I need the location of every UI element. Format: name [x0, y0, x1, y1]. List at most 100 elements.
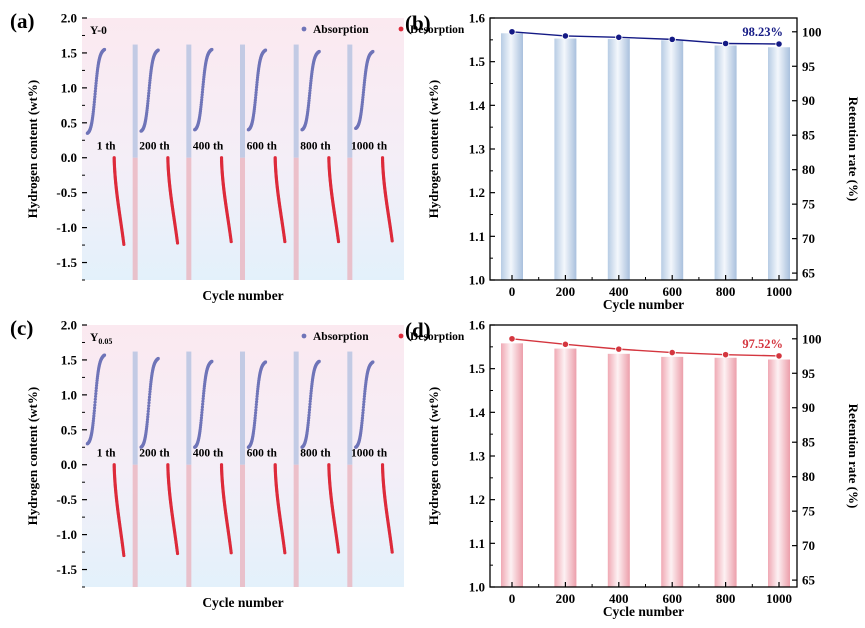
cycle-divider-upper — [240, 351, 245, 465]
absorption-point — [255, 389, 260, 393]
y2-axis-title: Retention rate (%) — [846, 97, 861, 202]
absorption-point — [201, 85, 205, 89]
absorption-point — [363, 392, 367, 396]
absorption-point — [255, 80, 259, 84]
panel-label: (a) — [10, 9, 35, 33]
y-axis-title: Hydrogen content (wt%) — [25, 387, 40, 525]
x-tick-label: 600 — [662, 591, 682, 606]
cycle-divider-lower — [186, 157, 192, 280]
bar — [501, 343, 523, 587]
x-tick-label: 1000 — [766, 284, 792, 299]
y-tick-label: 1.5 — [61, 352, 78, 367]
retention-annotation: 98.23% — [742, 25, 783, 39]
y-tick-label: 1.0 — [61, 387, 77, 402]
absorption-point — [145, 104, 150, 108]
absorption-point — [253, 413, 257, 418]
panel-label: (d) — [405, 318, 431, 342]
y-tick-label: 1.6 — [469, 11, 486, 26]
desorption-point — [175, 551, 180, 556]
absorption-point — [146, 101, 150, 106]
desorption-point — [390, 550, 394, 554]
absorption-point — [145, 417, 150, 422]
desorption-point — [229, 239, 233, 244]
y-tick-label: 1.5 — [469, 54, 486, 69]
panel-label: (b) — [405, 11, 431, 35]
absorption-point — [307, 99, 311, 103]
y-tick-label: 1.2 — [469, 185, 485, 200]
absorption-point — [92, 97, 97, 101]
panel-d: (d) 1.0 1.1 1.2 1.3 1.4 1.5 1.6 65 70 75 80 85 90 95 10… — [405, 318, 861, 620]
absorption-point — [308, 402, 312, 406]
absorption-point — [201, 402, 205, 406]
absorption-point — [92, 105, 96, 109]
plot-frame — [489, 17, 798, 281]
absorption-point — [253, 416, 257, 420]
cycle-label: 1000 th — [351, 140, 388, 152]
absorption-point — [254, 93, 258, 97]
absorption-point — [254, 85, 259, 89]
absorption-point — [308, 397, 313, 401]
sample-label-subscript: 0.05 — [98, 337, 112, 346]
x-axis-title: Cycle number — [603, 604, 684, 619]
y2-tick-label: 85 — [802, 128, 816, 143]
cycle-divider-lower — [240, 464, 245, 587]
y2-axis-title: Retention rate (%) — [846, 404, 861, 509]
y-tick-label: -1.0 — [56, 220, 77, 235]
absorption-point — [200, 93, 204, 97]
y-tick-label: -1.0 — [56, 527, 77, 542]
cycle-divider-upper — [347, 351, 353, 465]
absorption-point — [92, 409, 96, 413]
retention-point — [561, 32, 570, 40]
x-tick-label: 800 — [716, 284, 736, 299]
absorption-point — [201, 397, 205, 401]
y2-tick-label: 90 — [802, 400, 815, 415]
absorption-point — [148, 392, 152, 396]
absorption-point — [145, 420, 149, 424]
y-tick-label: 1.2 — [469, 492, 485, 507]
absorption-point — [307, 410, 311, 415]
retention-point — [721, 351, 730, 359]
absorption-point — [362, 400, 366, 404]
absorption-point — [363, 389, 367, 393]
absorption-point — [94, 391, 98, 396]
legend-marker-desorption — [398, 333, 404, 339]
bar — [607, 353, 630, 587]
y-tick-label: 1.3 — [469, 449, 486, 464]
absorption-point — [360, 416, 365, 420]
absorption-point — [306, 103, 311, 107]
legend-label-absorption: Absorption — [313, 331, 369, 343]
y-tick-label: 2.0 — [61, 318, 77, 333]
absorption-point — [201, 394, 206, 398]
cycle-label: 400 th — [193, 447, 224, 459]
bar — [554, 38, 577, 281]
absorption-point — [91, 416, 96, 421]
absorption-point — [93, 397, 97, 401]
absorption-point — [253, 100, 257, 105]
y2-tick-label: 65 — [802, 573, 816, 588]
x-tick-label: 1000 — [766, 591, 792, 606]
cycle-divider-lower — [132, 464, 138, 587]
retention-point — [721, 39, 730, 48]
absorption-point — [147, 404, 151, 408]
y2-tick-label: 100 — [802, 24, 822, 39]
y2-tick-label: 80 — [802, 469, 815, 484]
absorption-point — [210, 47, 214, 52]
absorption-point — [306, 423, 310, 427]
retention-point — [668, 348, 676, 357]
absorption-point — [362, 85, 366, 89]
x-tick-label: 200 — [556, 591, 576, 606]
absorption-point — [201, 399, 205, 403]
panel-a: (a) Hydrogen content (wt%) 2.0 1.5 1.0 0.5 0.0… — [10, 9, 465, 303]
x-axis-title: Cycle number — [202, 595, 283, 610]
absorption-point — [254, 402, 258, 407]
absorption-point — [156, 356, 160, 361]
absorption-point — [147, 91, 151, 95]
cycle-label: 1000 th — [351, 447, 388, 459]
absorption-point — [200, 95, 204, 99]
x-tick-label: 600 — [662, 284, 682, 299]
absorption-point — [95, 381, 99, 385]
bar — [661, 40, 684, 280]
cycle-divider-upper — [240, 44, 245, 158]
absorption-point — [361, 408, 365, 412]
absorption-point — [252, 421, 257, 425]
